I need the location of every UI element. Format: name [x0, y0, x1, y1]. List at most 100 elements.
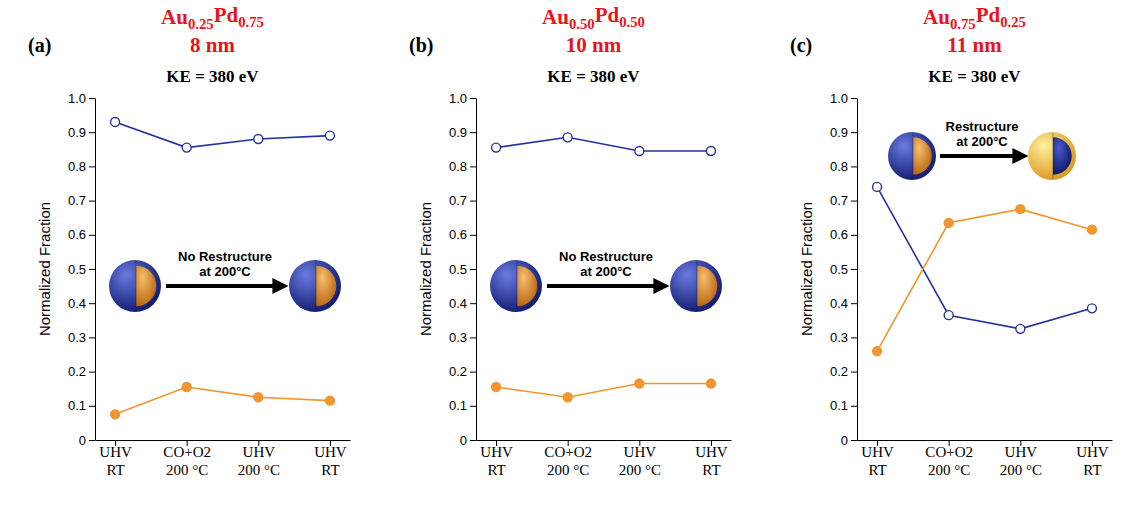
y-tick-mark [851, 166, 857, 167]
annotation: No Restructureat 200°C [559, 249, 653, 279]
y-tick-mark [470, 406, 476, 407]
y-tick-mark [851, 132, 857, 133]
y-tick-mark [470, 166, 476, 167]
y-tick-mark [89, 98, 95, 99]
x-axis-line [858, 440, 1113, 441]
y-tick-mark [470, 98, 476, 99]
data-point [944, 218, 953, 227]
data-point [1016, 205, 1025, 214]
y-tick: 0 [460, 433, 476, 448]
data-point [563, 393, 572, 402]
y-tick-label: 0.7 [68, 193, 86, 208]
data-point [635, 147, 644, 156]
inset [888, 132, 1076, 180]
data-point [325, 396, 334, 405]
chart-note: KE = 380 eV [547, 67, 640, 86]
data-point [492, 382, 501, 391]
y-tick: 0.7 [830, 193, 857, 208]
x-tick-label: UHV200 °C [238, 444, 280, 478]
y-tick-label: 0 [460, 433, 467, 448]
data-point [873, 182, 882, 191]
y-tick: 0.6 [449, 227, 476, 242]
y-tick-label: 1.0 [68, 91, 86, 106]
y-tick-mark [851, 372, 857, 373]
x-axis: UHVRTCO+O2200 °CUHV200 °CUHVRT [96, 440, 351, 478]
y-tick-label: 0.5 [830, 262, 848, 277]
y-tick-label: 0 [79, 433, 86, 448]
data-point [182, 382, 191, 391]
data-point [111, 117, 120, 126]
y-tick-label: 0.1 [68, 398, 86, 413]
y-tick-label: 0.4 [449, 296, 467, 311]
data-point [873, 347, 882, 356]
y-axis: 00.10.20.30.40.50.60.70.80.91.0 [449, 91, 477, 448]
x-tick-label: UHVRT [695, 444, 728, 478]
sphere-shell [289, 260, 341, 312]
sphere-core [136, 266, 156, 307]
y-tick-label: 0.5 [449, 262, 467, 277]
sphere-cut [136, 261, 137, 311]
x-tick: UHV200 °C [619, 440, 661, 478]
y-tick-label: 0.7 [830, 193, 848, 208]
y-axis-line [476, 99, 477, 441]
y-tick-label: 0.8 [830, 159, 848, 174]
y-tick: 0.6 [830, 227, 857, 242]
panel-letter: (c) [790, 34, 812, 57]
data-point [1016, 324, 1025, 333]
y-tick: 0.5 [449, 262, 476, 277]
sphere-cut [316, 261, 317, 311]
chart-subtitle: 10 nm [566, 33, 622, 57]
y-tick-mark [851, 440, 857, 441]
inset [109, 260, 341, 312]
y-axis-title: Normalized Fraction [798, 202, 815, 336]
series-line [877, 187, 1092, 329]
x-tick-label: UHVRT [861, 444, 894, 478]
x-tick: CO+O2200 °C [925, 440, 973, 478]
y-tick-mark [470, 303, 476, 304]
inset-arrow [547, 284, 663, 288]
series-line [115, 387, 330, 414]
sphere-cut [517, 261, 518, 311]
plot-data [873, 182, 1097, 355]
chart-note: KE = 380 eV [928, 67, 1021, 86]
y-tick: 1.0 [449, 91, 476, 106]
chart-title: Au0.50Pd0.50 [542, 3, 645, 32]
y-tick: 0.1 [68, 398, 95, 413]
x-tick-label: UHV200 °C [619, 444, 661, 478]
data-point [706, 147, 715, 156]
y-tick-label: 0 [841, 433, 848, 448]
data-point [111, 410, 120, 419]
y-tick-mark [89, 337, 95, 338]
y-tick: 1.0 [830, 91, 857, 106]
y-tick-label: 0.6 [449, 227, 467, 242]
panel-letter: (b) [409, 34, 433, 57]
y-tick-mark [89, 440, 95, 441]
y-tick-mark [851, 235, 857, 236]
y-axis-title: Normalized Fraction [417, 202, 434, 336]
y-tick-label: 0.1 [449, 398, 467, 413]
y-tick-mark [851, 201, 857, 202]
y-tick-label: 0.4 [830, 296, 848, 311]
y-tick-label: 0.9 [449, 125, 467, 140]
y-tick-label: 0.2 [449, 364, 467, 379]
y-tick: 0.9 [830, 125, 857, 140]
x-tick: UHV200 °C [1000, 440, 1042, 478]
y-tick: 0.5 [830, 262, 857, 277]
y-tick: 0.5 [68, 262, 95, 277]
figure: (a)Au0.25Pd0.758 nmKE = 380 eV00.10.20.3… [0, 0, 1143, 516]
x-tick-label: UHV200 °C [1000, 444, 1042, 478]
y-tick-mark [89, 132, 95, 133]
y-tick-label: 0.3 [830, 330, 848, 345]
sphere-shell [670, 260, 722, 312]
sphere-core [913, 137, 932, 174]
x-tick-label: UHVRT [1076, 444, 1109, 478]
chart-title: Au0.75Pd0.25 [923, 3, 1026, 32]
data-point [182, 143, 191, 152]
y-tick: 0.8 [830, 159, 857, 174]
x-tick-label: UHVRT [99, 444, 132, 478]
x-tick-label: UHVRT [480, 444, 513, 478]
chart-title: Au0.25Pd0.75 [161, 3, 264, 32]
data-point [1087, 225, 1096, 234]
y-tick: 0 [79, 433, 95, 448]
x-tick-label: CO+O2200 °C [925, 444, 973, 478]
